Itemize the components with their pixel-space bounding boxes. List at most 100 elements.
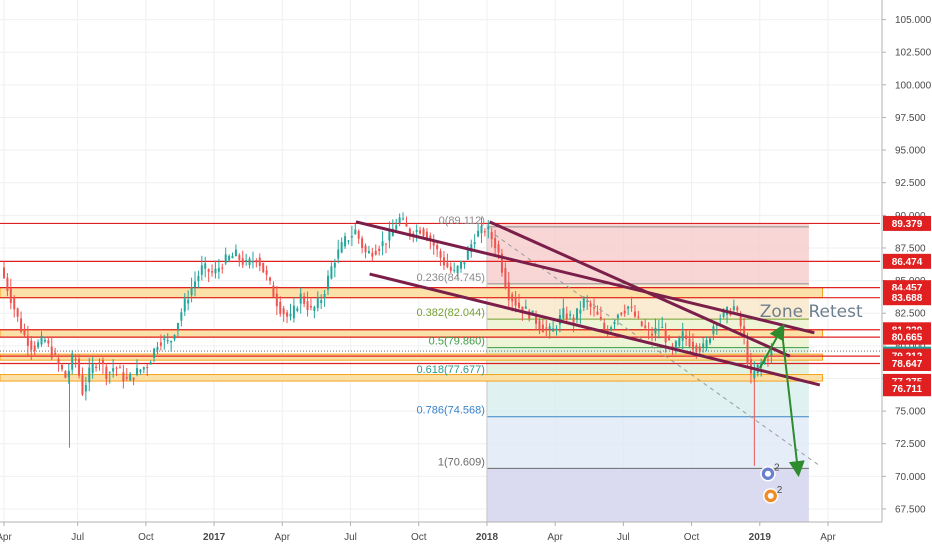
candle-body: [101, 360, 104, 364]
candle-body: [623, 310, 626, 314]
x-tick-label: Jul: [617, 532, 630, 543]
y-tick-label: 97.500: [895, 113, 926, 124]
candle-body: [688, 338, 691, 347]
price-tag-label: 78.647: [892, 359, 923, 370]
candle-body: [176, 323, 179, 331]
fib-band: [486, 226, 809, 284]
price-tag-box: [883, 329, 931, 345]
candle-body: [303, 296, 306, 304]
candle-body: [207, 269, 210, 272]
candle-body: [105, 366, 108, 380]
candle-body: [60, 364, 63, 370]
fib-level-label: 0.382(82.044): [416, 307, 485, 319]
candle-body: [477, 230, 480, 237]
candle-body: [327, 275, 330, 290]
candle-body: [395, 225, 398, 230]
candle-body: [200, 265, 203, 275]
candle-body: [616, 314, 619, 319]
event-badge-count: 2: [774, 463, 780, 474]
candle-body: [251, 260, 254, 263]
candle-body: [57, 358, 60, 364]
candle-body: [739, 315, 742, 327]
candle-body: [286, 312, 289, 317]
candle-body: [565, 313, 568, 320]
candle-body: [197, 275, 200, 281]
candle-body: [402, 218, 405, 220]
candle-body: [504, 267, 507, 288]
candle-body: [20, 318, 23, 332]
supply-demand-zone: [0, 287, 824, 299]
candle-body: [54, 352, 57, 355]
price-tag-label: 83.688: [892, 293, 923, 304]
candle-body: [749, 359, 752, 374]
candle-body: [166, 339, 169, 342]
candle-body: [384, 243, 387, 245]
candle-body: [248, 258, 251, 265]
candle-body: [279, 301, 282, 314]
candle-body: [265, 270, 268, 275]
candle-body: [125, 377, 128, 379]
y-tick-label: 70.000: [895, 472, 926, 483]
candle-body: [586, 301, 589, 303]
candle-body: [507, 282, 510, 301]
candle-body: [374, 250, 377, 255]
candle-body: [446, 262, 449, 268]
candle-body: [610, 327, 613, 331]
candle-body: [258, 257, 261, 266]
candle-body: [153, 348, 156, 358]
candle-body: [163, 338, 166, 341]
candle-body: [743, 326, 746, 338]
candle-body: [691, 341, 694, 350]
candle-body: [732, 306, 735, 310]
candle-body: [579, 309, 582, 314]
candle-body: [613, 322, 616, 325]
candle-body: [129, 373, 132, 381]
candle-body: [494, 238, 497, 249]
candle-body: [439, 251, 442, 258]
candle-body: [460, 261, 463, 269]
candle-body: [630, 306, 633, 308]
candle-body: [320, 300, 323, 304]
fib-band: [486, 468, 809, 522]
candle-body: [388, 230, 391, 241]
candle-body: [541, 324, 544, 333]
candle-body: [333, 262, 336, 268]
y-tick-label: 67.500: [895, 504, 926, 515]
candle-body: [234, 249, 237, 257]
candle-body: [695, 345, 698, 353]
candle-body: [698, 346, 701, 352]
fib-level-label: 0.5(79.860): [429, 336, 485, 348]
fib-level-label: 0(89.112): [439, 215, 485, 227]
candle-body: [340, 242, 343, 253]
candle-body: [449, 266, 452, 271]
candle-body: [514, 298, 517, 306]
y-tick-label: 95.000: [895, 146, 926, 157]
candle-body: [381, 241, 384, 247]
annotations: Zone Retest 2 2: [760, 302, 863, 504]
candle-body: [429, 235, 432, 241]
candle-body: [572, 317, 575, 323]
candle-body: [640, 321, 643, 326]
channel-line: [489, 220, 791, 358]
candle-body: [405, 223, 408, 227]
candle-body: [149, 362, 152, 365]
forecast-arrow: [758, 323, 785, 369]
candle-body: [719, 318, 722, 320]
candle-body: [647, 329, 650, 331]
candle-body: [599, 316, 602, 320]
candle-body: [139, 369, 142, 372]
candle-body: [398, 217, 401, 224]
candle-body: [456, 265, 459, 274]
candle-body: [91, 363, 94, 374]
candle-body: [746, 340, 749, 365]
candle-body: [282, 308, 285, 315]
candle-body: [657, 329, 660, 331]
fib-band: [486, 416, 809, 469]
y-tick-label: 75.000: [895, 407, 926, 418]
price-tag-label: 86.474: [892, 257, 923, 268]
candle-body: [78, 358, 81, 376]
candle-body: [71, 353, 74, 370]
candle-body: [323, 294, 326, 299]
